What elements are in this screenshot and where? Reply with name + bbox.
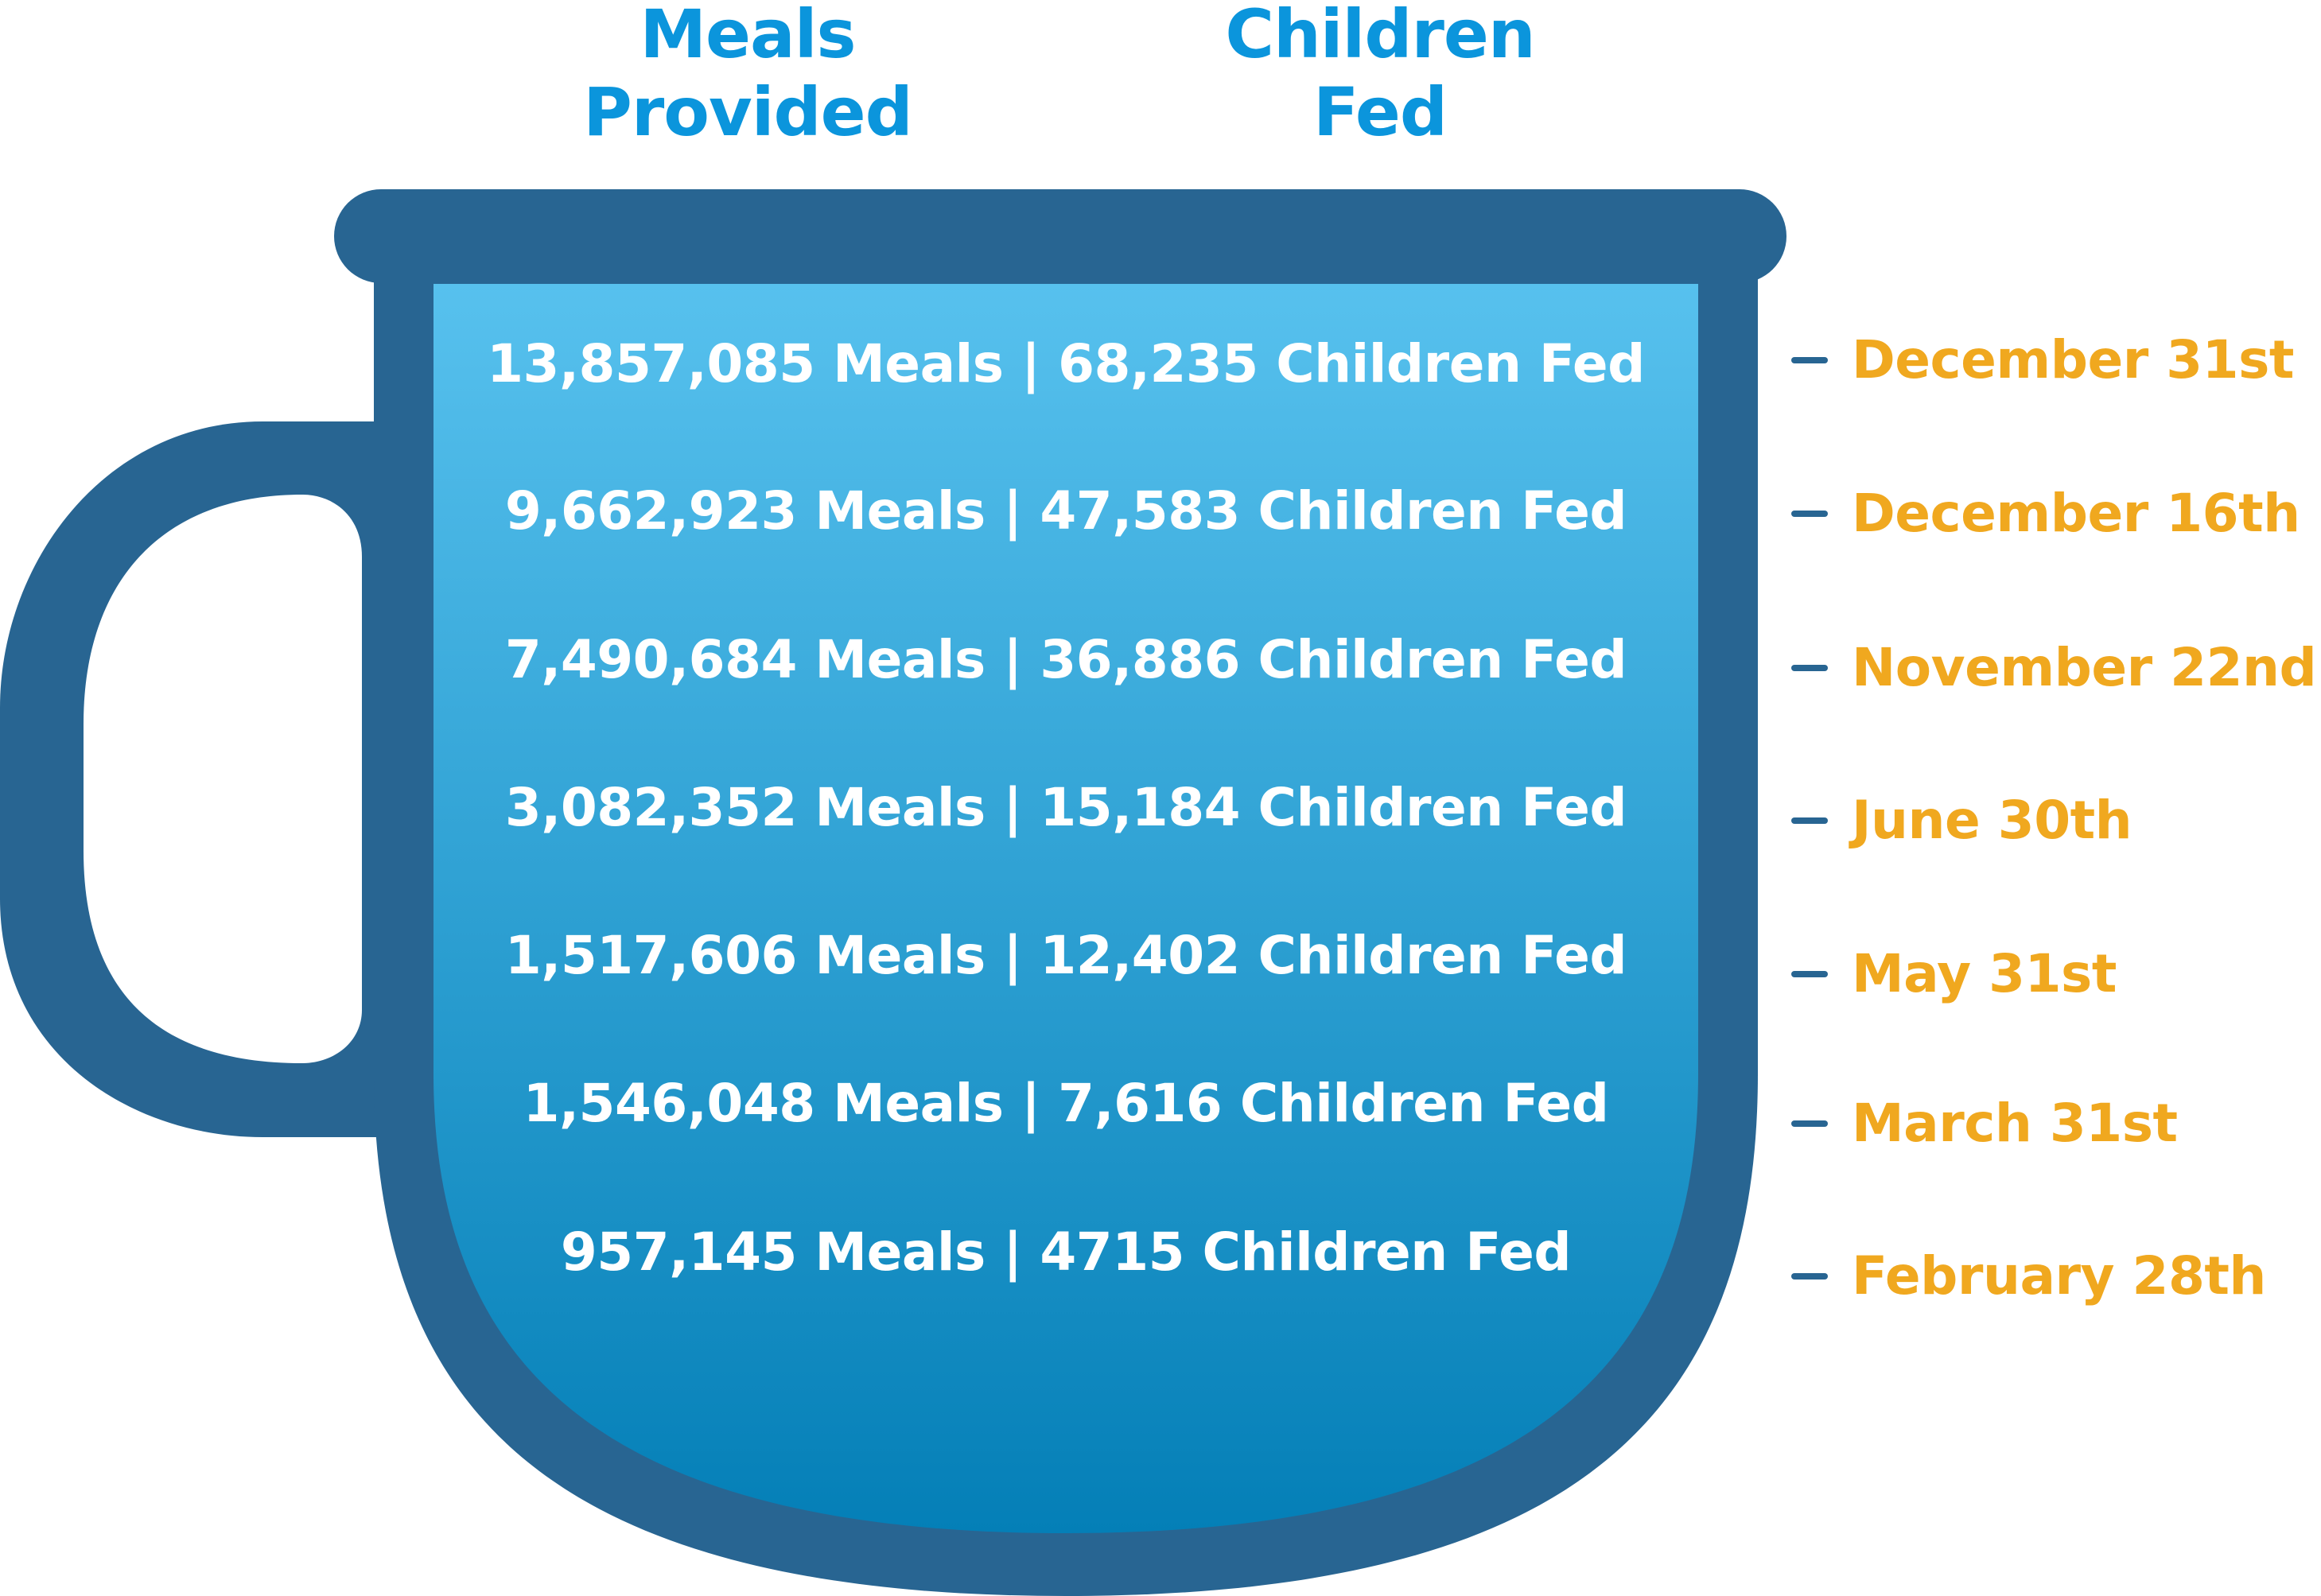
date-label: June 30th bbox=[1852, 790, 2132, 851]
milestone-row-4: 3,082,352 Meals | 15,184 Children Fed bbox=[504, 777, 1627, 838]
header-children-line-1: Children bbox=[1225, 0, 1535, 73]
header-meals-line-1: Meals bbox=[640, 0, 856, 73]
date-marker-5: May 31st bbox=[1791, 942, 2117, 1006]
milestone-row-7: 957,145 Meals | 4715 Children Fed bbox=[560, 1221, 1572, 1283]
date-dash bbox=[1791, 971, 1828, 977]
date-marker-2: December 16th bbox=[1791, 482, 2300, 546]
header-children-fed: Children Fed bbox=[1102, 0, 1658, 151]
date-marker-4: June 30th bbox=[1791, 789, 2132, 852]
header-children-line-2: Fed bbox=[1312, 73, 1448, 151]
date-marker-1: December 31st bbox=[1791, 328, 2294, 392]
date-dash bbox=[1791, 1273, 1828, 1280]
header-meals-provided: Meals Provided bbox=[469, 0, 1026, 151]
date-dash bbox=[1791, 357, 1828, 363]
mug-liquid bbox=[433, 284, 1698, 1533]
milestone-row-1: 13,857,085 Meals | 68,235 Children Fed bbox=[487, 333, 1645, 394]
date-label: December 31st bbox=[1852, 329, 2294, 390]
milestone-row-3: 7,490,684 Meals | 36,886 Children Fed bbox=[504, 629, 1627, 690]
header-meals-line-2: Provided bbox=[583, 73, 912, 151]
date-dash bbox=[1791, 1120, 1828, 1127]
date-dash bbox=[1791, 511, 1828, 517]
date-label: December 16th bbox=[1852, 483, 2300, 544]
mug-handle-hole bbox=[84, 495, 362, 1063]
milestone-row-6: 1,546,048 Meals | 7,616 Children Fed bbox=[523, 1073, 1609, 1134]
milestone-row-2: 9,662,923 Meals | 47,583 Children Fed bbox=[504, 480, 1627, 542]
date-marker-6: March 31st bbox=[1791, 1092, 2178, 1155]
milestone-row-5: 1,517,606 Meals | 12,402 Children Fed bbox=[504, 925, 1627, 986]
mug-rim bbox=[334, 189, 1786, 283]
date-label: May 31st bbox=[1852, 943, 2117, 1004]
date-label: November 22nd bbox=[1852, 637, 2317, 698]
date-label: March 31st bbox=[1852, 1093, 2178, 1154]
date-marker-3: November 22nd bbox=[1791, 636, 2317, 700]
date-marker-7: February 28th bbox=[1791, 1245, 2266, 1308]
date-label: February 28th bbox=[1852, 1245, 2266, 1307]
date-dash bbox=[1791, 665, 1828, 671]
date-dash bbox=[1791, 817, 1828, 824]
